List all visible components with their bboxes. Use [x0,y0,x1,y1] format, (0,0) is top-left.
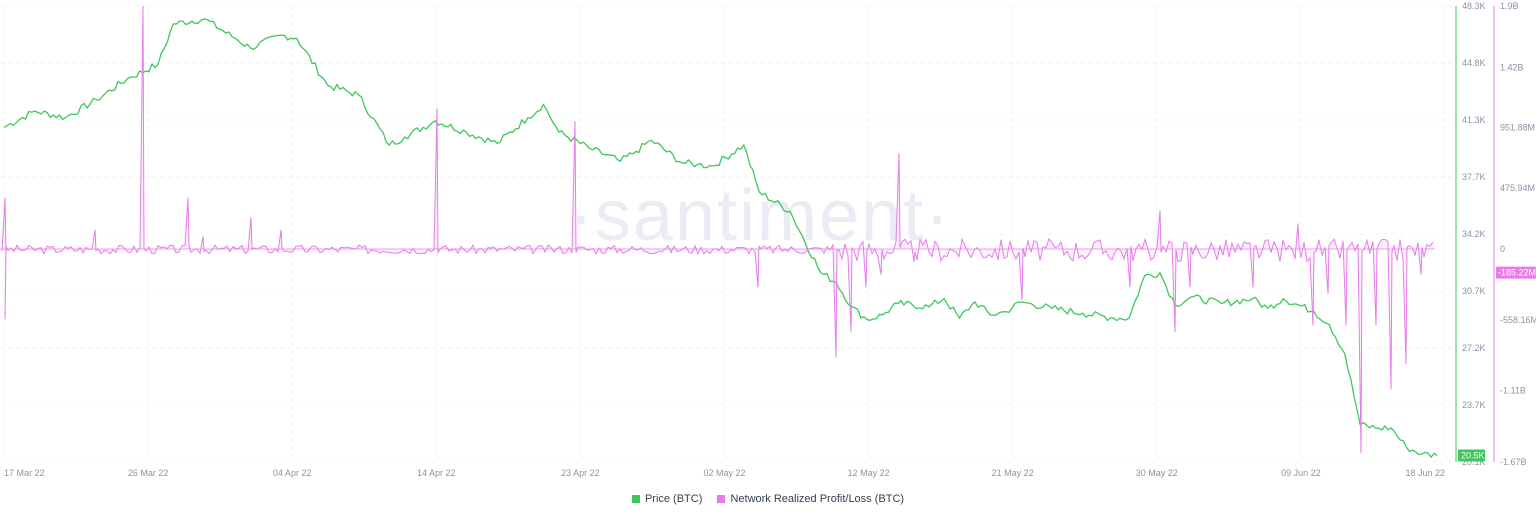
price-line [3,18,1438,459]
pl-current-label: -185.22M [1498,268,1536,278]
right-axis-tick-label: -1.67B [1500,457,1527,467]
right-axis-tick-label: 0 [1500,244,1505,254]
left-axis-tick-label: 23.7K [1462,400,1486,410]
price-current-label: 20.5K [1461,451,1485,461]
right-axis-tick-label: -1.11B [1500,386,1526,396]
left-axis-tick-label: 37.7K [1462,172,1486,182]
price-current-badge [1458,449,1485,462]
watermark: ·santiment· [569,176,951,256]
x-axis-tick-label: 12 May 22 [848,468,890,478]
pl-line [1,5,1434,454]
left-axis-tick-label: 20.1K [1462,457,1486,467]
x-axis-tick-label: 04 Apr 22 [273,468,312,478]
left-axis-tick-label: 48.3K [1462,1,1486,11]
left-axis-tick-label: 41.3K [1462,115,1486,125]
x-axis-tick-label: 30 May 22 [1136,468,1178,478]
x-axis-tick-label: 17 Mar 22 [4,468,45,478]
legend-label-price: Price (BTC) [644,493,703,505]
x-axis-tick-label: 23 Apr 22 [561,468,600,478]
left-axis-tick-label: 44.8K [1462,58,1486,68]
legend-item-pl[interactable]: Network Realized Profit/Loss (BTC) [717,493,904,505]
x-axis-tick-label: 09 Jun 22 [1281,468,1321,478]
x-axis-tick-label: 02 May 22 [703,468,745,478]
legend: Price (BTC) Network Realized Profit/Loss… [0,493,1536,506]
x-axis-tick-label: 18 Jun 22 [1405,468,1445,478]
right-axis-tick-label: 1.42B [1500,62,1524,72]
right-axis-tick-label: 1.9B [1500,1,1519,11]
x-axis-tick-label: 14 Apr 22 [417,468,456,478]
chart-svg: ·santiment· 48.3K 44.8K 41.3K 37.7K 34.2K 30.7… [0,1,1536,478]
legend-label-pl: Network Realized Profit/Loss (BTC) [730,493,905,505]
right-axis-tick-label: -558.16M [1500,315,1536,325]
x-axis-tick-label: 26 Mar 22 [128,468,169,478]
right-axis-tick-label: 951.88M [1500,122,1535,132]
left-axis-tick-label: 27.2K [1462,343,1486,353]
pl-current-badge [1496,266,1536,279]
legend-swatch-pl [717,495,726,503]
left-axis-tick-label: 30.7K [1462,286,1486,296]
legend-item-price[interactable]: Price (BTC) [631,493,703,505]
left-axis-tick-label: 34.2K [1462,229,1486,239]
x-axis-tick-label: 21 May 22 [992,468,1034,478]
legend-swatch-price [631,495,640,503]
right-axis-tick-label: 475.94M [1500,183,1535,193]
